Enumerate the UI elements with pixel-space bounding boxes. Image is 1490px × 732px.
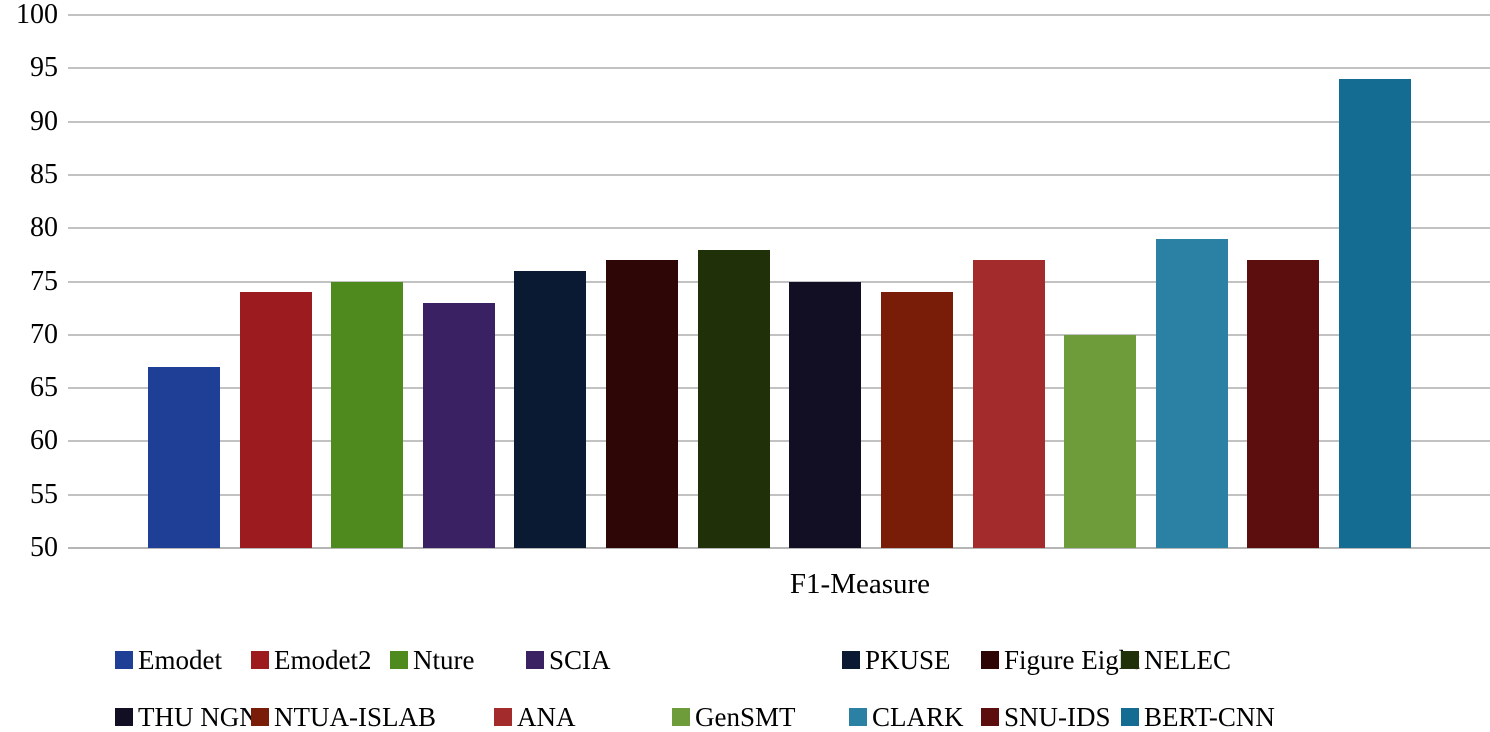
legend-item-thu-ngn: THU NGN <box>115 702 259 732</box>
legend-item-ntua-islab: NTUA-ISLAB <box>251 702 436 732</box>
y-axis-tick-label: 75 <box>30 265 58 297</box>
legend-swatch-icon <box>1121 708 1139 726</box>
y-axis-tick-label: 95 <box>30 52 58 84</box>
bar-emodet <box>148 366 220 548</box>
y-axis-tick-label: 100 <box>16 0 58 30</box>
bar-scia <box>422 302 495 548</box>
legend-swatch-icon <box>251 708 269 726</box>
y-axis-tick-label: 60 <box>30 425 58 457</box>
legend-swatch-icon <box>115 651 133 669</box>
legend-swatch-icon <box>981 651 999 669</box>
x-axis-title: F1-Measure <box>789 568 931 600</box>
y-axis-tick-label: 65 <box>30 372 58 404</box>
x-axis-line <box>68 547 1490 549</box>
legend-label: GenSMT <box>695 702 796 732</box>
legend-label: SCIA <box>549 645 611 675</box>
bar-ntua-islab <box>880 292 953 548</box>
legend-swatch-icon <box>672 708 690 726</box>
gridline <box>68 227 1490 230</box>
bar-nture <box>331 281 404 548</box>
legend-swatch-icon <box>842 651 860 669</box>
bar-emodet2 <box>239 292 312 548</box>
bar-thu-ngn <box>789 281 862 548</box>
bar-bert-cnn <box>1339 78 1412 548</box>
gridline <box>68 387 1490 390</box>
legend-item-clark: CLARK <box>849 702 964 732</box>
legend-label: NTUA-ISLAB <box>274 702 436 732</box>
legend-swatch-icon <box>251 651 269 669</box>
legend-swatch-icon <box>526 651 544 669</box>
legend-item-pkuse: PKUSE <box>842 645 951 675</box>
gridline <box>68 440 1490 443</box>
gridline <box>68 493 1490 496</box>
legend-label: Emodet <box>138 645 222 675</box>
bar-nelec <box>697 249 770 548</box>
legend-label: NELEC <box>1144 645 1231 675</box>
gridline <box>68 333 1490 336</box>
legend-label: THU NGN <box>138 702 259 732</box>
gridline <box>68 120 1490 123</box>
y-axis-tick-label: 80 <box>30 212 58 244</box>
bar-figure-eight <box>606 260 679 548</box>
legend-label: BERT-CNN <box>1144 702 1275 732</box>
legend-item-snu-ids: SNU-IDS <box>981 702 1111 732</box>
y-axis-tick-label: 55 <box>30 478 58 510</box>
legend-item-scia: SCIA <box>526 645 611 675</box>
legend-item-emodet2: Emodet2 <box>251 645 371 675</box>
gridline <box>68 67 1490 70</box>
legend-swatch-icon <box>981 708 999 726</box>
legend-item-gensmt: GenSMT <box>672 702 796 732</box>
y-axis-tick-label: 50 <box>30 532 58 563</box>
bar-pkuse <box>514 270 587 548</box>
legend-label: CLARK <box>872 702 964 732</box>
gridline <box>68 14 1490 16</box>
gridline <box>68 173 1490 176</box>
legend-label: SNU-IDS <box>1004 702 1111 732</box>
legend-item-figure-eight: Figure Eight <box>981 645 1140 675</box>
legend-swatch-icon <box>494 708 512 726</box>
legend-label: Emodet2 <box>274 645 372 675</box>
legend-item-ana: ANA <box>494 702 576 732</box>
legend-swatch-icon <box>849 708 867 726</box>
legend-swatch-icon <box>1121 651 1139 669</box>
legend-swatch-icon <box>115 708 133 726</box>
y-axis-tick-label: 85 <box>30 158 58 190</box>
bar-snu-ids <box>1247 260 1320 548</box>
gridline <box>68 280 1490 283</box>
legend-item-nture: Nture <box>390 645 474 675</box>
y-axis-tick-label: 90 <box>30 105 58 137</box>
bar-clark <box>1155 238 1228 548</box>
legend-item-emodet: Emodet <box>115 645 222 675</box>
y-axis-tick-label: 70 <box>30 318 58 350</box>
legend-label: Figure Eight <box>1004 645 1140 675</box>
bar-gensmt <box>1064 334 1137 548</box>
legend-swatch-icon <box>390 651 408 669</box>
legend-item-nelec: NELEC <box>1121 645 1231 675</box>
legend-label: PKUSE <box>865 645 951 675</box>
bar-ana <box>972 260 1045 548</box>
legend-item-bert-cnn: BERT-CNN <box>1121 702 1275 732</box>
legend-label: Nture <box>413 645 475 675</box>
legend-label: ANA <box>517 702 576 732</box>
